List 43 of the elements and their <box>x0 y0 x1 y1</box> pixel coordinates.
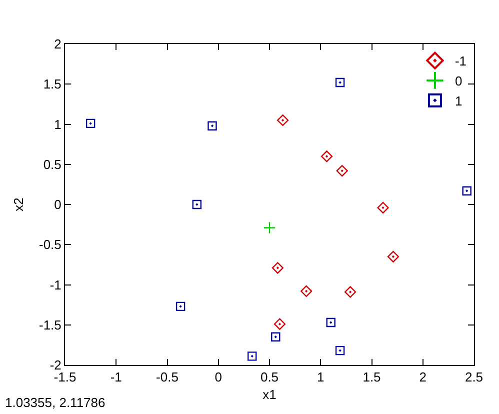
legend-label: 0 <box>454 74 462 89</box>
text: 1.03355, 2.11786 <box>5 395 106 410</box>
point <box>192 200 202 210</box>
point <box>208 121 217 130</box>
point <box>274 318 286 330</box>
y-tick-label: -2 <box>50 358 62 373</box>
point <box>387 250 400 262</box>
point <box>271 332 280 342</box>
point <box>300 285 312 297</box>
legend-label: -1 <box>454 54 467 69</box>
y-tick-label: 1.5 <box>43 76 62 92</box>
point <box>335 78 345 88</box>
point <box>336 165 348 177</box>
y-tick-label: 2 <box>54 36 62 52</box>
point <box>248 352 257 361</box>
point <box>276 114 289 126</box>
point <box>344 286 356 298</box>
x-tick-label: 1 <box>317 370 324 385</box>
y-tick-label: -1 <box>50 277 62 292</box>
x-tick-label: -1 <box>110 370 122 385</box>
point <box>272 262 284 274</box>
x-tick-label: 1.5 <box>362 370 381 385</box>
x-tick-label: 0.5 <box>260 370 279 385</box>
y-tick-label: 0.5 <box>43 156 62 172</box>
point <box>176 302 186 312</box>
x-tick-label: -0.5 <box>156 370 178 385</box>
point <box>263 222 276 234</box>
point <box>377 202 389 214</box>
y-tick-label: -1.5 <box>38 317 62 332</box>
y-tick-label: -0.5 <box>38 237 62 252</box>
point <box>326 318 336 328</box>
point <box>86 118 96 128</box>
y-tick-label: 1 <box>54 116 62 132</box>
x-tick-label: 2.5 <box>464 370 484 385</box>
y-axis-title: x2 <box>10 198 26 212</box>
y-tick-label: 0 <box>54 197 62 212</box>
x-tick-label: 0 <box>214 370 222 385</box>
x-axis-title: x1 <box>262 387 276 402</box>
point <box>462 186 472 196</box>
point <box>320 150 333 162</box>
legend-label: 1 <box>454 93 462 108</box>
x-tick-label: 2 <box>419 370 426 385</box>
point <box>335 346 345 356</box>
